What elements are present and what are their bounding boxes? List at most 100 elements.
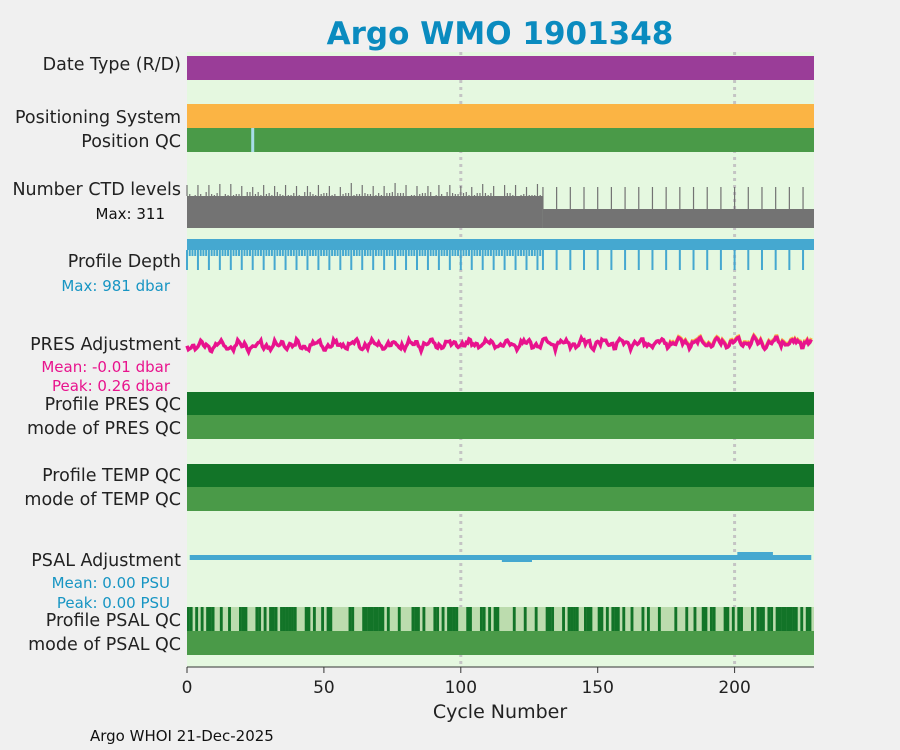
profile-psal-qc-dark-133 [551, 607, 555, 631]
profile-psal-qc-dark-77 [397, 607, 401, 631]
depth-tick-111 [489, 250, 492, 256]
profile-psal-qc-dark-60 [351, 607, 355, 631]
depth-tick-43 [303, 250, 306, 256]
profile-psal-qc-dark-39 [293, 607, 297, 631]
label-positioning-system: Positioning System [15, 108, 181, 128]
profile-psal-qc-dark-82 [411, 607, 415, 631]
profile-psal-qc-dark-155 [611, 607, 615, 631]
profile-psal-qc-dark-141 [573, 607, 576, 631]
depth-tick-22 [246, 250, 249, 256]
ctd-spike-28 [263, 185, 265, 196]
mode-pres-qc-bar [187, 415, 814, 439]
ctd-spike-87 [424, 193, 426, 196]
ctd-spike-4 [197, 185, 199, 196]
ctd-spike-130 [542, 187, 544, 209]
profile-psal-qc-dark-191 [709, 607, 713, 631]
ctd-levels-fill-late [542, 209, 814, 228]
ctd-spike-7 [205, 192, 207, 196]
profile-psal-qc-dark-66 [367, 607, 371, 631]
x-tick-label-150: 150 [581, 678, 613, 698]
profile-psal-qc-dark-182 [685, 607, 689, 631]
profile-psal-qc-dark-220 [789, 607, 793, 631]
depth-tick-18 [235, 250, 238, 256]
profile-psal-qc-dark-156 [614, 607, 618, 631]
label-psal-adjustment: PSAL Adjustment [31, 551, 181, 571]
ctd-spike-17 [232, 195, 235, 196]
ctd-levels-fill-early [187, 196, 543, 228]
depth-tick-40 [295, 250, 298, 270]
depth-tick-74 [388, 250, 391, 256]
depth-tick-108 [481, 250, 484, 270]
profile-psal-qc-dark-196 [723, 607, 727, 631]
plot-background [187, 52, 814, 667]
depth-tick-11 [216, 250, 219, 256]
ctd-spike-73 [386, 193, 388, 196]
profile-psal-qc-dark-112 [493, 607, 497, 631]
profile-psal-qc-dark-217 [781, 607, 785, 631]
ctd-spike-22 [246, 192, 248, 196]
depth-tick-120 [514, 250, 517, 270]
profile-psal-qc-dark-178 [674, 607, 678, 631]
ctd-spike-60 [350, 183, 352, 196]
profile-psal-qc-dark-153 [605, 607, 609, 631]
depth-tick-81 [407, 250, 410, 256]
profile-psal-qc-dark-201 [737, 607, 741, 631]
ctd-spike-210 [761, 187, 763, 209]
depth-tick-86 [421, 250, 424, 256]
depth-tick-72 [383, 250, 386, 270]
grid-lines [459, 52, 737, 667]
ctd-spike-106 [476, 193, 478, 196]
depth-tick-8 [207, 250, 210, 270]
ctd-spike-109 [484, 193, 487, 196]
ctd-spike-41 [298, 195, 300, 196]
depth-tick-99 [457, 250, 460, 256]
ctd-spike-200 [733, 187, 736, 209]
ctd-spike-59 [347, 193, 350, 196]
profile-pres-qc-bar [187, 392, 814, 415]
depth-tick-38 [290, 250, 293, 256]
ctd-spike-175 [665, 187, 667, 209]
ctd-spike-105 [473, 195, 476, 196]
ctd-spike-18 [235, 194, 237, 196]
depth-tick-42 [300, 250, 303, 256]
profile-psal-qc-dark-103 [469, 607, 472, 631]
profile-psal-qc-dark-172 [657, 607, 661, 631]
depth-tick-114 [498, 250, 501, 256]
depth-tick-48 [317, 250, 320, 270]
depth-tick-116 [503, 250, 506, 270]
label-position-qc: Position QC [81, 132, 181, 152]
ctd-spike-15 [227, 195, 229, 196]
profile-psal-qc-dark-20 [241, 607, 245, 631]
depth-tick-76 [394, 250, 397, 270]
profile-psal-qc-dark-213 [770, 607, 774, 631]
depth-tick-67 [369, 250, 372, 256]
depth-tick-94 [443, 250, 446, 256]
depth-tick-83 [413, 250, 416, 256]
ctd-spike-44 [306, 186, 309, 196]
label-profile-depth: Profile Depth [68, 252, 181, 272]
profile-psal-qc-dark-107 [479, 607, 483, 631]
depth-tick-28 [262, 250, 265, 270]
ctd-spike-126 [531, 195, 533, 196]
profile-psal-qc-dark-51 [326, 607, 330, 631]
depth-tick-31 [270, 250, 273, 256]
profile-psal-qc-dark-15 [228, 607, 231, 631]
ctd-spike-35 [282, 195, 284, 196]
depth-tick-6 [202, 250, 205, 256]
ctd-spike-128 [536, 184, 539, 196]
ctd-spike-120 [514, 185, 517, 196]
profile-psal-qc-dark-35 [282, 607, 286, 631]
profile-psal-qc-dark-108 [482, 607, 486, 631]
ctd-spike-135 [556, 187, 558, 209]
ctd-spike-20 [241, 186, 243, 196]
depth-tick-185 [692, 250, 695, 270]
ctd-spike-96 [449, 185, 451, 196]
label-date-type: Date Type (R/D) [43, 55, 181, 75]
x-tick-label-50: 50 [313, 678, 335, 698]
depth-tick-93 [440, 250, 443, 256]
depth-tick-0 [186, 250, 188, 270]
depth-tick-21 [243, 250, 246, 256]
ctd-spike-195 [720, 187, 722, 209]
ctd-spike-79 [402, 193, 404, 196]
profile-psal-qc-dark-185 [693, 607, 697, 631]
